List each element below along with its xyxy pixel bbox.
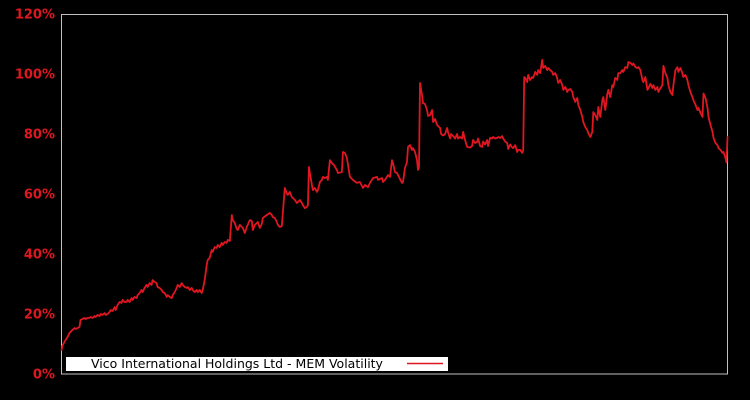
y-tick-label: 80%: [24, 128, 55, 143]
legend-box: [66, 357, 448, 371]
y-tick-label: 20%: [24, 308, 55, 323]
plot-border: [61, 14, 728, 375]
legend: Vico International Holdings Ltd - MEM Vo…: [66, 356, 448, 371]
y-tick-label: 0%: [33, 368, 55, 383]
legend-label: Vico International Holdings Ltd - MEM Vo…: [91, 356, 384, 371]
volatility-line-series: [60, 59, 729, 351]
y-tick-label: 60%: [24, 188, 55, 203]
y-tick-label: 120%: [15, 8, 55, 23]
y-tick-label: 100%: [15, 68, 55, 83]
y-tick-label: 40%: [24, 248, 55, 263]
y-axis-tick-labels: 0% 20% 40% 60% 80% 100% 120%: [15, 8, 55, 383]
